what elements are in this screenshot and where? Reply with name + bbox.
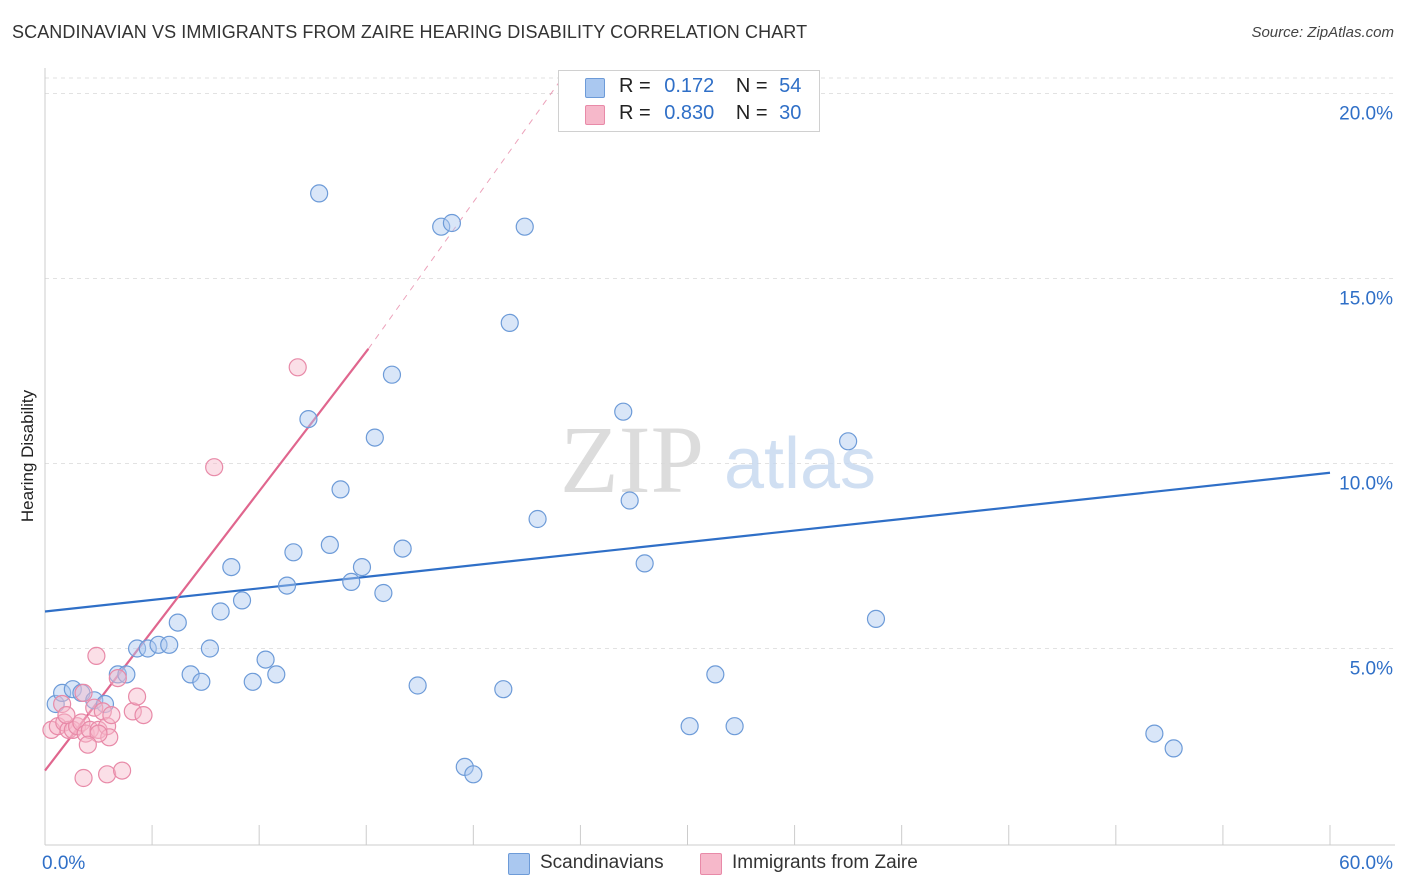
legend-swatch-pink (585, 105, 605, 125)
scandinavian-point (277, 576, 297, 595)
watermark-zip: ZIP (560, 406, 704, 513)
x-tick-label: 0.0% (42, 853, 85, 874)
stats-legend: R = 0.172 N = 54 R = 0.830 N = 30 (558, 70, 820, 132)
scandinavian-point (464, 765, 483, 784)
scandinavian-point (299, 410, 318, 429)
legend-n-value: 54 (779, 75, 802, 97)
scandinavian-point (149, 635, 168, 654)
x-tick-label: 60.0% (1339, 853, 1393, 874)
legend-r-label: R = (619, 102, 651, 124)
scandinavian-point (127, 639, 147, 658)
y-tick-label: 5.0% (1350, 659, 1393, 680)
zaire-point (74, 683, 93, 703)
legend-n-label: N = (735, 75, 768, 97)
zaire-point (127, 687, 147, 706)
legend-n-label: N = (735, 102, 768, 124)
chart-title: SCANDINAVIAN VS IMMIGRANTS FROM ZAIRE HE… (12, 22, 808, 42)
scandinavian-point (528, 509, 547, 529)
legend-swatch-pink (700, 853, 722, 875)
y-tick-label: 20.0% (1339, 104, 1393, 125)
scandinavian-point (442, 213, 462, 233)
scandinavian-point (352, 557, 372, 577)
scandinavian-point (635, 554, 654, 573)
scandinavian-point (432, 217, 451, 236)
zaire-point (100, 728, 119, 747)
scandinavian-point (725, 717, 744, 736)
legend-swatch-blue (508, 853, 530, 875)
zaire-point (57, 705, 76, 725)
scandinavian-point (243, 672, 262, 691)
zaire-trend-extension (367, 82, 560, 350)
grid-lines (45, 77, 1395, 649)
scandinavian-point (284, 543, 303, 562)
scandinavian-point (181, 665, 200, 684)
scandinavian-point (138, 639, 157, 658)
scandinavian-point (393, 539, 412, 558)
scandinavian-point (232, 591, 252, 610)
zaire-point (74, 768, 93, 788)
legend-label: Immigrants from Zaire (732, 852, 918, 873)
watermark: ZIP atlas (560, 406, 876, 513)
scandinavian-point (168, 613, 187, 632)
scandinavian-point (374, 583, 393, 603)
scandinavian-point (331, 480, 350, 499)
zaire-point (112, 761, 132, 780)
tick-labels: 5.0% 10.0% 15.0% 20.0% 0.0% 60.0% (42, 104, 1393, 875)
scandinavian-point (320, 535, 339, 555)
zaire-point (98, 765, 117, 784)
scandinavian-point (256, 650, 275, 669)
zaire-point (89, 724, 108, 743)
scandinavian-point (222, 557, 241, 577)
scandinavian-trend-line (44, 471, 1331, 613)
zaire-point (53, 694, 72, 714)
zaire-point (288, 358, 307, 377)
scandinavian-point (866, 609, 886, 629)
scandinavian-point (515, 217, 534, 236)
scandinavian-point (160, 635, 179, 654)
scandinavian-point (1164, 739, 1183, 758)
y-tick-label: 10.0% (1339, 474, 1393, 495)
zaire-point (205, 458, 224, 477)
axes (44, 68, 1395, 846)
scandinavian-point (839, 432, 858, 451)
scandinavian-point (342, 572, 361, 592)
legend-r-label: R = (619, 75, 651, 97)
zaire-point (123, 702, 142, 721)
scandinavian-point (267, 665, 286, 684)
legend-r-value: 0.830 (664, 102, 715, 124)
scandinavian-point (620, 491, 639, 510)
scandinavian-point (614, 402, 633, 421)
scandinavian-point (192, 672, 211, 691)
scandinavian-point (382, 365, 402, 384)
scandinavian-point (680, 717, 699, 736)
zaire-point (102, 705, 121, 725)
y-tick-label: 15.0% (1339, 289, 1393, 310)
legend-n-value: 30 (779, 102, 802, 124)
legend-r-value: 0.172 (664, 75, 715, 97)
zaire-point (108, 668, 127, 688)
scandinavian-point (1145, 724, 1164, 743)
scandinavian-point (494, 680, 513, 699)
scandinavian-point (706, 665, 725, 684)
legend-swatch-blue (585, 78, 605, 98)
legend-label: Scandinavians (540, 852, 664, 873)
scandinavian-point (500, 313, 519, 332)
scandinavian-point (46, 694, 65, 714)
scandinavian-point (310, 184, 329, 203)
y-axis-label: Hearing Disability (18, 389, 37, 523)
scandinavian-point (95, 694, 115, 714)
source-label: Source: ZipAtlas.com (1251, 24, 1394, 41)
scandinavian-point (408, 676, 427, 695)
zaire-point (134, 705, 153, 725)
scandinavian-point (365, 428, 384, 447)
zaire-point (78, 735, 97, 754)
scandinavian-point (200, 639, 220, 658)
watermark-atlas: atlas (724, 424, 876, 504)
zaire-point (87, 646, 106, 666)
scandinavian-point (211, 602, 230, 621)
